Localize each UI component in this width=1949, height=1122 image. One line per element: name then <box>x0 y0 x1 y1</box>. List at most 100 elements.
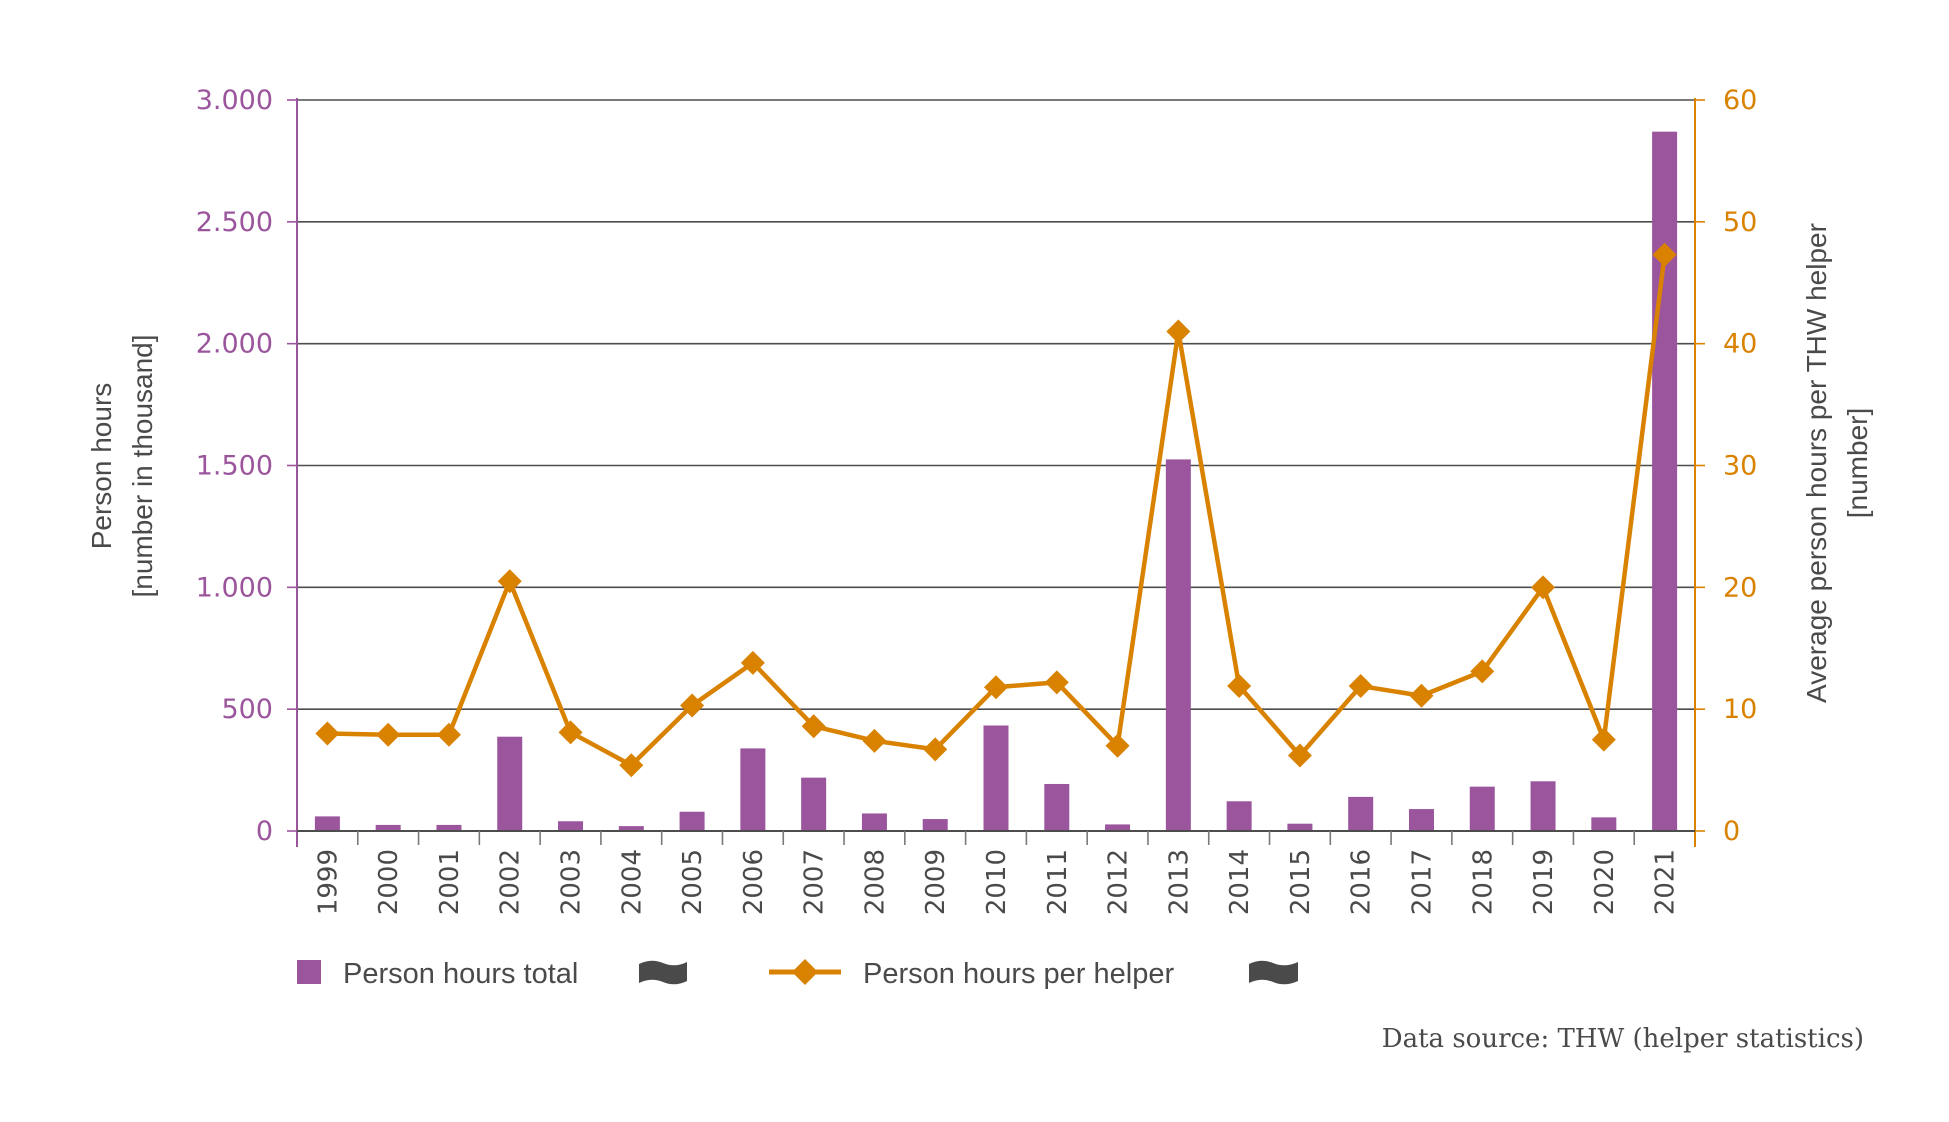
line-point-diamond[interactable] <box>923 737 948 762</box>
x-tick-label: 2013 <box>1164 849 1194 915</box>
line-point-diamond[interactable] <box>1044 670 1069 695</box>
bar[interactable] <box>1469 786 1495 831</box>
banner-icon <box>639 960 687 985</box>
bar[interactable] <box>558 821 584 831</box>
axes <box>296 98 1696 847</box>
line-point-diamond[interactable] <box>680 693 705 718</box>
line-point-diamond[interactable] <box>1105 733 1130 758</box>
right-tick-label: 50 <box>1723 207 1757 238</box>
right-tick-label: 10 <box>1723 694 1757 725</box>
x-tick-label: 2015 <box>1286 849 1316 915</box>
bar[interactable] <box>1044 783 1070 831</box>
bar[interactable] <box>1530 781 1556 831</box>
bar[interactable] <box>1408 809 1434 831</box>
x-tick-label: 2003 <box>557 849 587 915</box>
legend-item-line[interactable]: Person hours per helper <box>769 958 1298 990</box>
left-axis-ticks: 0 500 1.000 1.500 2.000 2.500 3.000 <box>196 85 297 847</box>
line-point-diamond[interactable] <box>436 722 461 747</box>
line-point-diamond[interactable] <box>558 720 583 745</box>
x-tick-label: 2021 <box>1651 849 1681 915</box>
x-tick-label: 2002 <box>496 849 526 915</box>
right-tick-label: 0 <box>1723 816 1740 847</box>
bar[interactable] <box>497 736 523 831</box>
x-tick-label: 2011 <box>1043 849 1073 915</box>
legend: Person hours total Person hours per help… <box>297 958 1298 990</box>
bar[interactable] <box>314 816 340 831</box>
line-point-diamond[interactable] <box>1166 319 1191 344</box>
left-tick-label: 1.000 <box>196 572 273 603</box>
right-axis-title-line2: [number] <box>1842 408 1873 519</box>
line-point-diamond[interactable] <box>376 722 401 747</box>
x-tick-label: 2016 <box>1347 849 1377 915</box>
x-tick-label: 2009 <box>921 849 951 915</box>
bar[interactable] <box>983 725 1009 831</box>
bar[interactable] <box>1105 824 1131 831</box>
line-point-diamond[interactable] <box>984 675 1008 700</box>
line-point-diamond[interactable] <box>619 753 644 778</box>
x-tick-label: 2012 <box>1104 849 1134 915</box>
bar[interactable] <box>740 748 766 831</box>
x-tick-label: 2014 <box>1225 849 1255 915</box>
x-tick-label: 2019 <box>1529 849 1559 915</box>
line-point-diamond[interactable] <box>801 714 826 739</box>
line-point-diamond[interactable] <box>1531 575 1556 600</box>
bar[interactable] <box>1652 131 1678 832</box>
x-tick-label: 2005 <box>678 849 708 915</box>
bar[interactable] <box>801 777 827 831</box>
bar[interactable] <box>1165 459 1191 831</box>
right-axis-title-line1: Average person hours per THW helper <box>1801 223 1832 703</box>
legend-label-line: Person hours per helper <box>863 958 1174 990</box>
left-tick-label: 2.500 <box>196 207 273 238</box>
x-axis-ticks: 1999 2000 2001 2002 2003 2004 2005 2006 2007 2008… <box>313 831 1681 915</box>
bar[interactable] <box>618 826 644 831</box>
right-tick-label: 30 <box>1723 451 1757 482</box>
line-point-diamond[interactable] <box>1470 659 1495 684</box>
data-source-note: Data source: THW (helper statistics) <box>1382 1024 1864 1054</box>
left-tick-label: 500 <box>221 694 273 725</box>
bar[interactable] <box>679 811 705 831</box>
line-point-diamond[interactable] <box>1409 683 1434 708</box>
x-tick-label: 2007 <box>800 849 830 915</box>
right-tick-label: 60 <box>1723 85 1757 116</box>
bar[interactable] <box>1591 817 1617 831</box>
right-axis-title: Average person hours per THW helper [num… <box>1801 223 1873 703</box>
x-tick-label: 2006 <box>739 849 769 915</box>
line-point-diamond[interactable] <box>1287 743 1312 768</box>
x-tick-label: 2004 <box>617 849 647 915</box>
bar[interactable] <box>922 819 948 831</box>
line-series <box>315 242 1677 778</box>
left-axis-title-line1: Person hours <box>86 383 117 550</box>
line-point-diamond[interactable] <box>1348 674 1373 699</box>
x-tick-label: 1999 <box>313 849 343 915</box>
left-tick-label: 2.000 <box>196 329 273 360</box>
bar[interactable] <box>1287 823 1313 831</box>
bar[interactable] <box>1348 796 1374 831</box>
left-axis-title-line2: [number in thousand] <box>127 334 158 597</box>
left-axis-title: Person hours [number in thousand] <box>86 334 158 597</box>
legend-item-bars[interactable]: Person hours total <box>297 958 687 990</box>
line-point-diamond[interactable] <box>1652 242 1677 267</box>
line-point-diamond[interactable] <box>740 650 765 675</box>
bar[interactable] <box>375 824 401 831</box>
left-tick-label: 3.000 <box>196 85 273 116</box>
bar[interactable] <box>861 813 887 831</box>
line-point-diamond[interactable] <box>862 728 887 753</box>
bars-series <box>314 131 1678 832</box>
legend-swatch-bar <box>297 960 321 984</box>
x-tick-label: 2008 <box>860 849 890 915</box>
bar[interactable] <box>1226 801 1252 831</box>
left-tick-label: 0 <box>256 816 273 847</box>
left-tick-label: 1.500 <box>196 451 273 482</box>
x-tick-label: 2010 <box>982 849 1012 915</box>
bar[interactable] <box>436 824 462 831</box>
line-point-diamond[interactable] <box>497 569 522 594</box>
legend-label-bars: Person hours total <box>343 958 578 990</box>
x-tick-label: 2001 <box>435 849 465 915</box>
line-point-diamond[interactable] <box>1591 727 1616 752</box>
line-point-diamond[interactable] <box>315 721 340 746</box>
right-tick-label: 40 <box>1723 329 1757 360</box>
line-point-diamond[interactable] <box>1227 674 1252 699</box>
x-tick-label: 2000 <box>374 849 404 915</box>
right-axis-ticks: 0 10 20 30 40 50 60 <box>1695 85 1757 847</box>
